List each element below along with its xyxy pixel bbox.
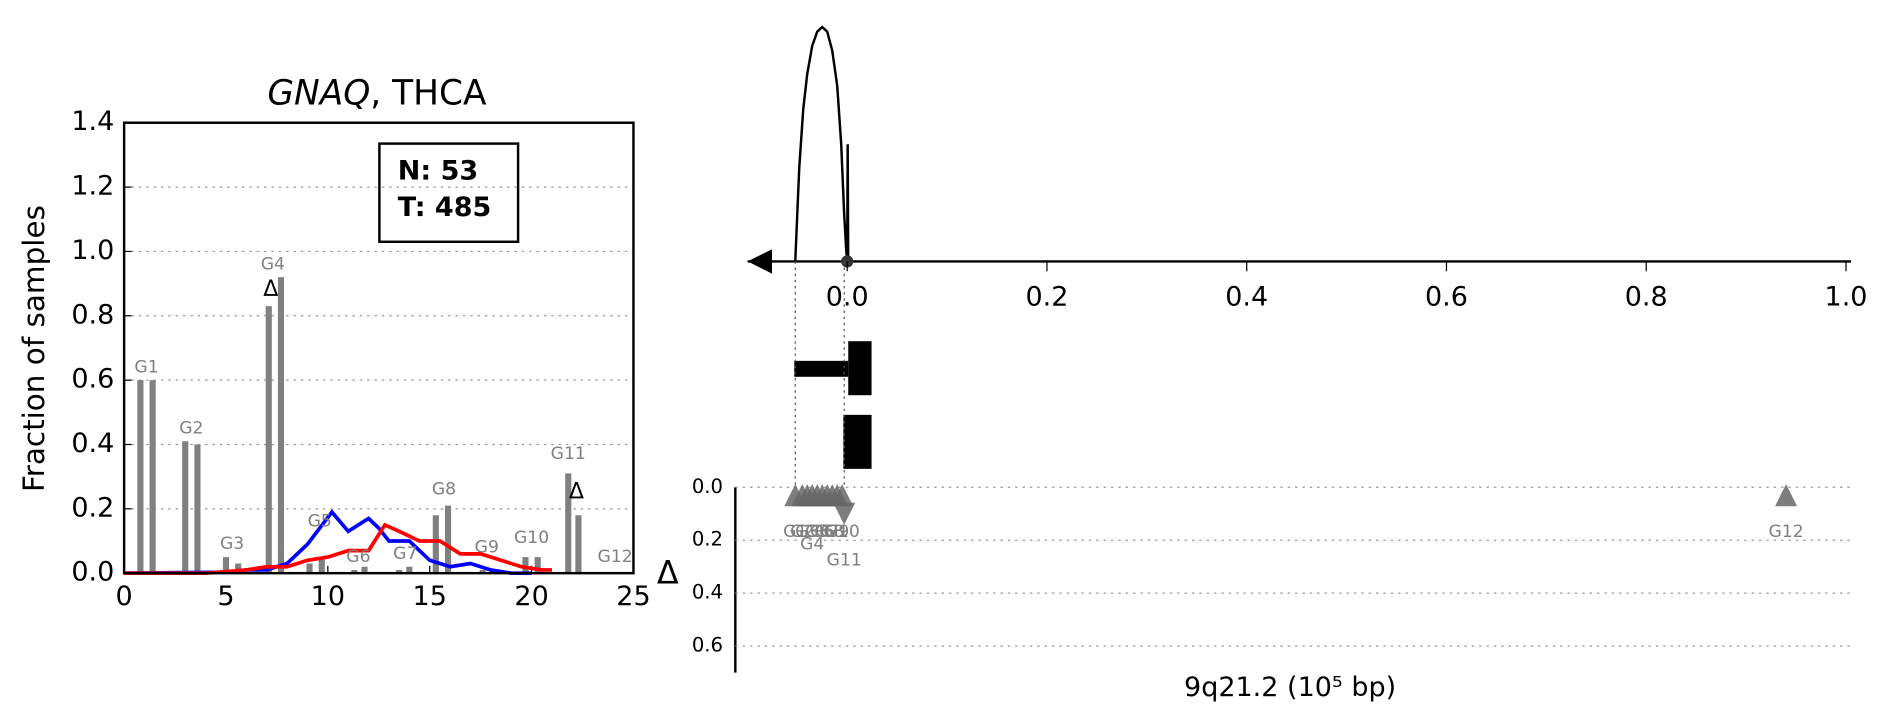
y-tick-label: 0.4 [692, 581, 723, 604]
y-tick-label: 0.2 [692, 528, 723, 551]
y-tick-label: 1.2 [71, 171, 114, 202]
x-tick-label: 15 [413, 581, 447, 612]
marker-label: G8 [820, 522, 844, 542]
bar [396, 569, 403, 574]
plot-frame [122, 121, 635, 575]
bar [318, 557, 325, 574]
y-tick-label: 1.0 [71, 235, 114, 266]
group-label: G2 [179, 418, 203, 438]
group-label: G8 [432, 480, 456, 500]
bar [575, 515, 582, 574]
marker-label: G6 [810, 522, 834, 542]
bar [432, 515, 439, 574]
y-tick-label: 0.6 [71, 364, 114, 395]
legend-text: T: 485 [398, 192, 492, 223]
title-gene: GNAQ [267, 73, 370, 113]
x-tick-label: 0.8 [1625, 282, 1668, 313]
group-label: G10 [514, 528, 549, 548]
y-tick-label: 1.4 [71, 106, 114, 137]
x-tick-label: 0.2 [1025, 282, 1068, 313]
gene-exon [848, 341, 872, 396]
bar [306, 563, 313, 574]
legend-box [378, 142, 520, 244]
marker-label: G7 [815, 522, 839, 542]
x-tick-label: 1.0 [1825, 282, 1868, 313]
density-curve [794, 25, 850, 262]
group-label: G4 [261, 254, 285, 274]
group-label: G7 [393, 544, 417, 564]
title: GNAQ, THCA [267, 73, 487, 113]
x-tick-label: 0.4 [1225, 282, 1268, 313]
x-tick-label: 0.0 [826, 282, 869, 313]
marker-label: G4 [800, 534, 824, 554]
group-label: G9 [475, 537, 499, 557]
group-label: G1 [134, 357, 158, 377]
x-tick-label: 20 [514, 581, 548, 612]
group-label: G11 [551, 444, 586, 464]
x-axis-label: 9q21.2 (10⁵ bp) [1184, 672, 1396, 703]
marker-label: G10 [825, 522, 860, 542]
y-tick-label: 0.0 [692, 475, 723, 498]
y-axis-label: Fraction of samples [17, 205, 51, 492]
bar [361, 566, 368, 574]
group-label: G5 [308, 512, 332, 532]
bar [534, 557, 541, 574]
position-dot [841, 255, 854, 268]
x-tick-label: 25 [616, 581, 650, 612]
x-tick-label: 5 [217, 581, 234, 612]
bar [137, 380, 144, 574]
group-label: G3 [220, 534, 244, 554]
delta-marker: Δ [263, 276, 278, 302]
delta-marker: Δ [569, 479, 584, 505]
bar [194, 444, 201, 574]
marker-label: G2 [790, 522, 814, 542]
bar [351, 569, 358, 574]
marker-label: G5 [805, 522, 829, 542]
line-series [124, 522, 552, 576]
gene-intron [794, 360, 849, 377]
delta-marker [831, 484, 854, 507]
delta-axis-label: Δ [657, 553, 679, 591]
marker-label: G11 [827, 550, 862, 570]
bar [265, 306, 272, 574]
x-tick-label: 0.6 [1425, 282, 1468, 313]
bar [479, 569, 486, 574]
bar [522, 557, 529, 574]
gene-exon [843, 414, 872, 469]
group-label: G12 [598, 547, 633, 567]
bar [149, 380, 156, 574]
delta-marker [1775, 484, 1798, 507]
legend-text: N: 53 [398, 155, 478, 186]
bar [222, 557, 230, 574]
y-tick-label: 0.0 [71, 557, 114, 588]
bar [182, 441, 189, 574]
x-tick-label: 0 [116, 581, 133, 612]
marker-label: G1 [783, 522, 807, 542]
bar [406, 566, 413, 574]
x-tick-label: 10 [311, 581, 345, 612]
marker-label: G9 [825, 522, 849, 542]
marker-label: G12 [1768, 522, 1803, 542]
bar [565, 473, 572, 574]
title-cohort: , THCA [370, 73, 487, 113]
group-label: G6 [346, 547, 370, 567]
bar [277, 277, 285, 574]
y-tick-label: 0.6 [692, 634, 723, 657]
marker-label: G3 [795, 522, 819, 542]
bar [235, 563, 242, 574]
delta-marker [833, 502, 856, 525]
line-series [124, 509, 532, 576]
y-tick-label: 0.8 [71, 299, 114, 330]
y-tick-label: 0.2 [71, 492, 114, 523]
bar [444, 505, 452, 574]
y-tick-label: 0.4 [71, 428, 114, 459]
